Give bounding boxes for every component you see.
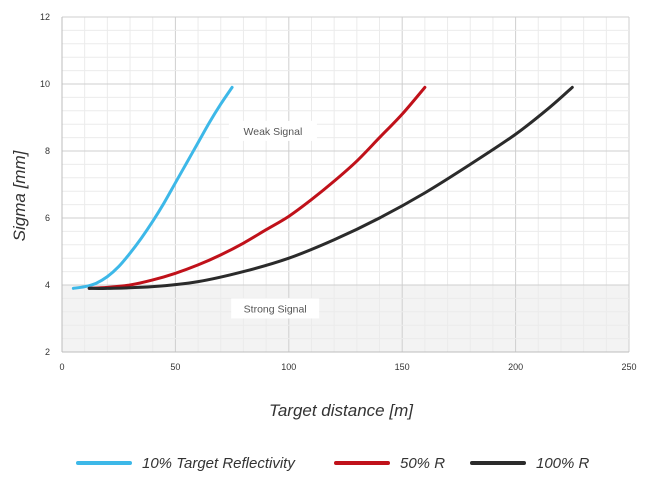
plot-background [62,17,629,352]
y-axis-title: Sigma [mm] [10,149,29,241]
series-line-3 [87,85,574,290]
annotations: Weak Signal Strong Signal [228,120,320,319]
x-tick-label: 150 [395,362,410,372]
series-line-2 [87,85,427,290]
series [71,85,574,290]
x-tick-label: 250 [621,362,636,372]
y-tick-label: 8 [45,146,50,156]
strong-signal-label: Strong Signal [244,303,307,315]
y-tick-label: 2 [45,347,50,357]
y-tick-label: 6 [45,213,50,223]
x-tick-label: 0 [59,362,64,372]
weak-signal-label: Weak Signal [244,126,303,138]
strong-signal-region [62,285,629,352]
annotation-box [231,298,320,319]
x-tick-label: 50 [170,362,180,372]
tick-labels: 0 50 100 150 200 250 2 4 6 8 10 12 [40,12,637,372]
annotation-box [228,120,317,141]
legend-label-2: 50% R [400,455,445,472]
legend-label-1: 10% Target Reflectivity [142,455,296,472]
x-tick-label: 100 [281,362,296,372]
series-line-1 [71,85,234,290]
y-tick-label: 12 [40,12,50,22]
x-axis-title: Target distance [m] [269,401,414,420]
legend-label-3: 100% R [536,455,590,472]
y-tick-label: 4 [45,280,50,290]
y-tick-label: 10 [40,79,50,89]
legend: 10% Target Reflectivity 50% R 100% R [76,455,590,472]
x-tick-label: 200 [508,362,523,372]
grid [61,16,630,353]
